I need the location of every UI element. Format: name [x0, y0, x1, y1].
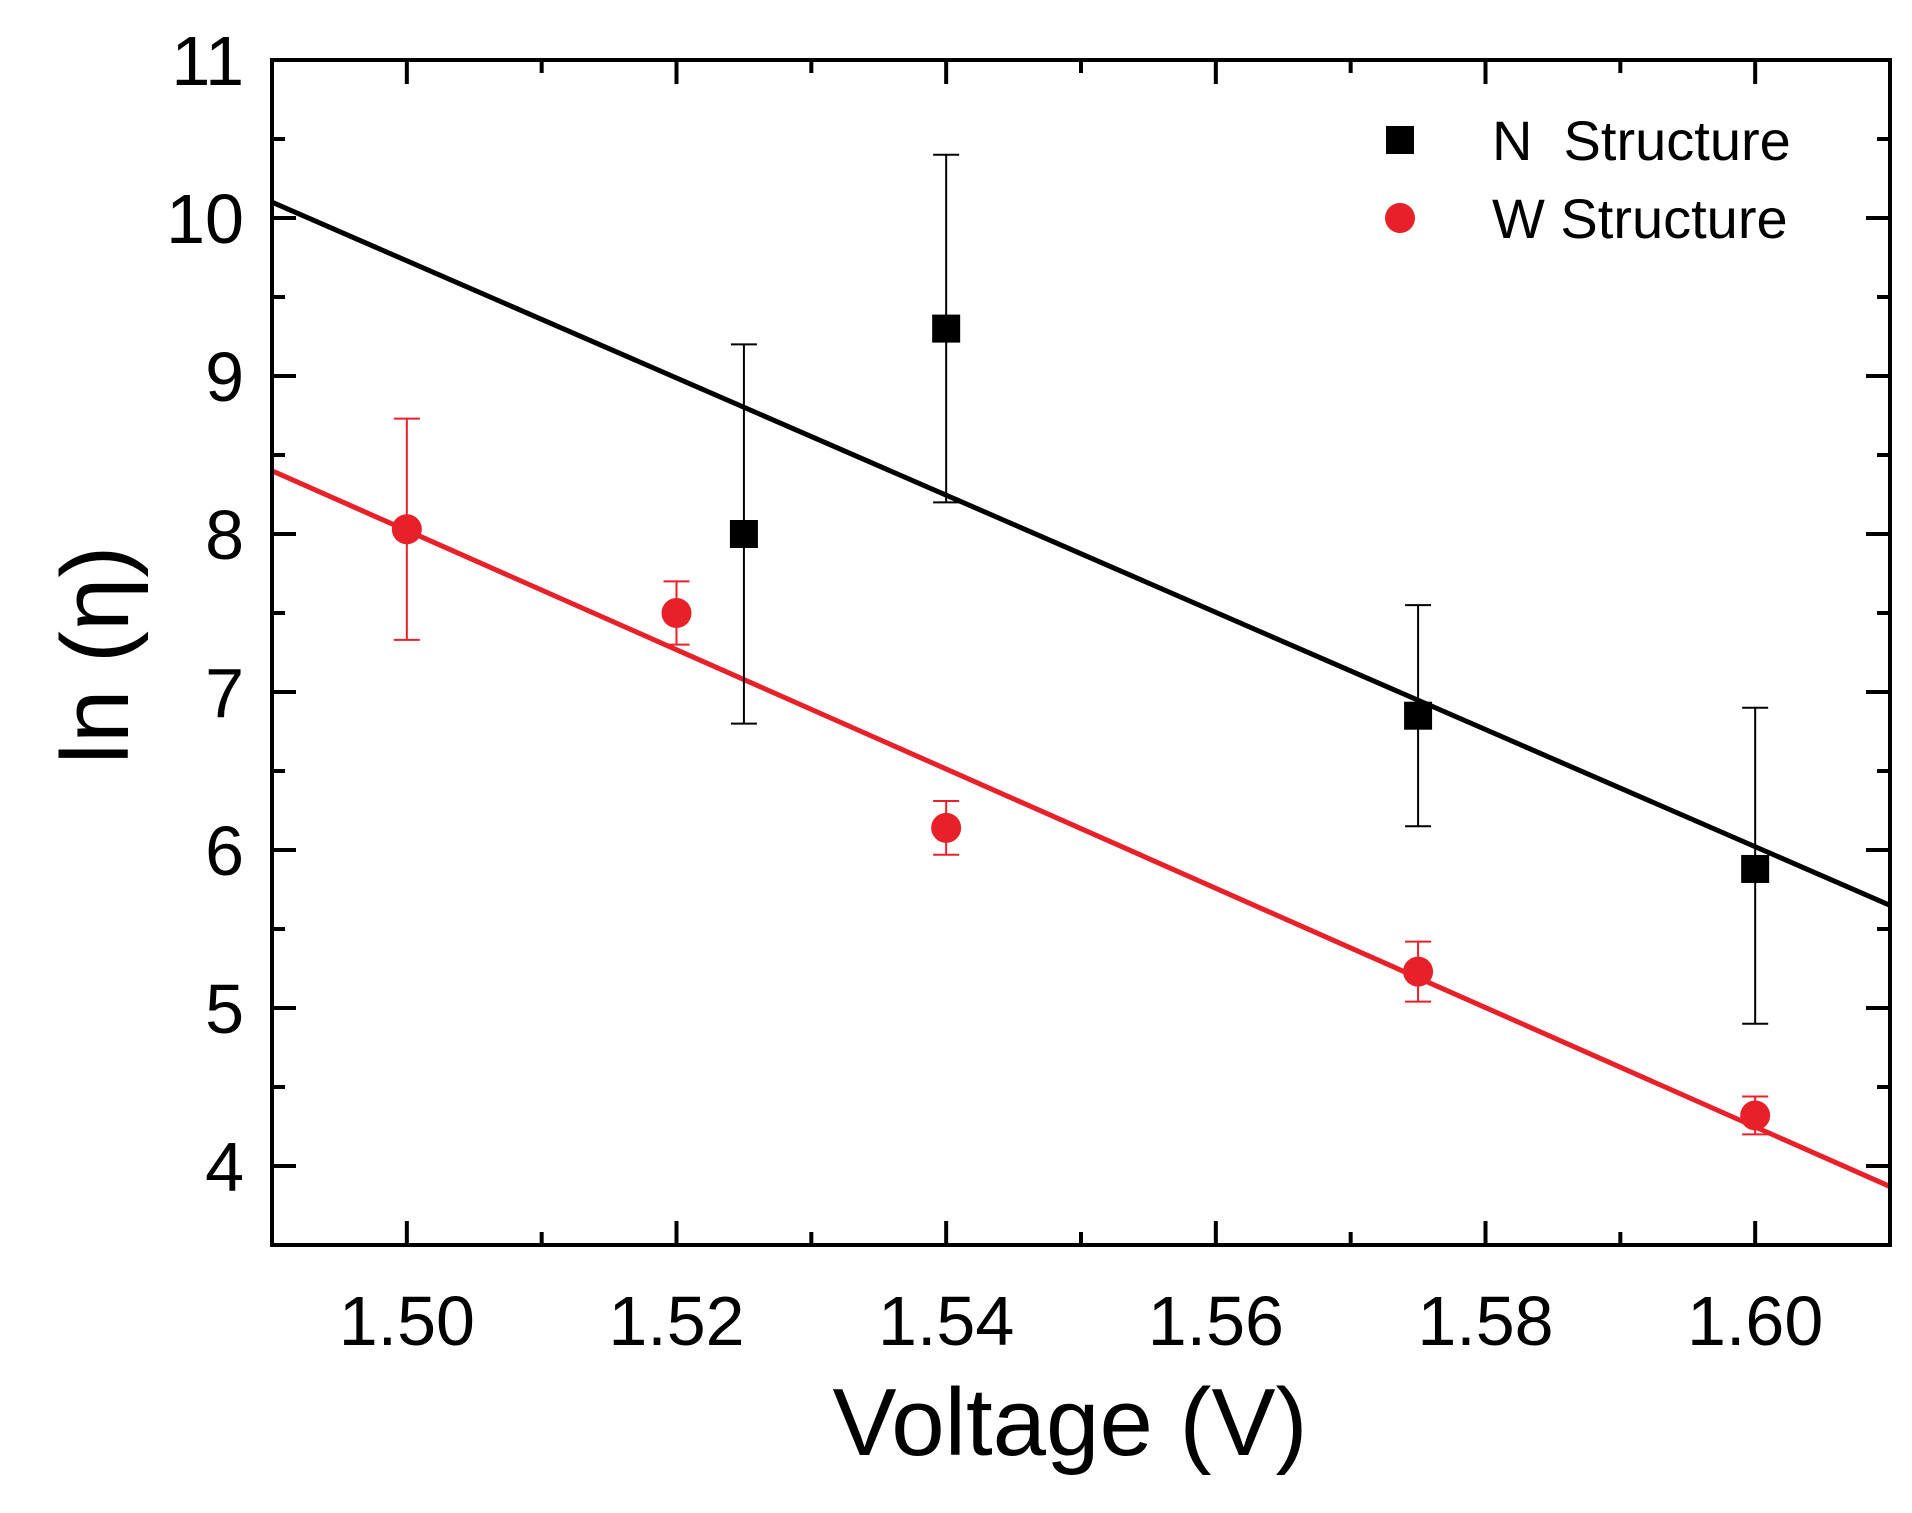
data-points [391, 314, 1771, 1131]
n-structure-legend-marker [1386, 126, 1414, 154]
legend: N Structure W Structure [1385, 109, 1791, 250]
x-tick-label: 1.58 [1417, 1282, 1553, 1360]
axes [270, 58, 1892, 1247]
w-structure-legend-marker [1385, 203, 1415, 233]
y-tick-label: 11 [171, 22, 244, 100]
w-structure-point [661, 598, 692, 628]
x-tick-label: 1.56 [1148, 1282, 1284, 1360]
w-structure-point [1403, 956, 1434, 987]
y-tick-label: 7 [205, 654, 244, 732]
n-structure-point [729, 520, 758, 548]
y-tick-label: 10 [166, 180, 244, 258]
x-tick-label: 1.54 [878, 1282, 1014, 1360]
fit-lines [272, 199, 1890, 1189]
y-tick-label: 5 [205, 970, 244, 1048]
x-tick-label: 1.50 [339, 1282, 475, 1360]
y-tick-label: 6 [205, 812, 244, 890]
n-structure-legend-label: N Structure [1492, 109, 1791, 172]
y-tick-label: 4 [205, 1128, 244, 1206]
n-structure-legend-entry: N Structure [1386, 109, 1791, 172]
x-axis-title: Voltage (V) [833, 1369, 1308, 1476]
w-structure-legend-entry: W Structure [1385, 187, 1788, 250]
x-tick-label: 1.60 [1687, 1282, 1823, 1360]
y-tick-label: 8 [205, 496, 244, 574]
y-tick-label: 9 [205, 338, 244, 416]
x-tick-label: 1.52 [608, 1282, 744, 1360]
w-structure-point [1740, 1100, 1771, 1131]
tick-labels: 1.50 1.52 1.54 1.56 1.58 1.60 4 5 6 7 8 9 10 11 [166, 22, 1823, 1360]
n-structure-point [932, 314, 961, 343]
n-structure-point [1741, 854, 1770, 883]
n-structure-fit-line [272, 199, 1890, 908]
w-structure-fit-line [272, 468, 1890, 1189]
w-structure-point [391, 514, 422, 545]
y-axis-title: ln (η) [42, 546, 149, 765]
n-structure-point [1404, 701, 1433, 730]
w-structure-point [931, 812, 962, 843]
w-structure-legend-label: W Structure [1492, 187, 1788, 250]
